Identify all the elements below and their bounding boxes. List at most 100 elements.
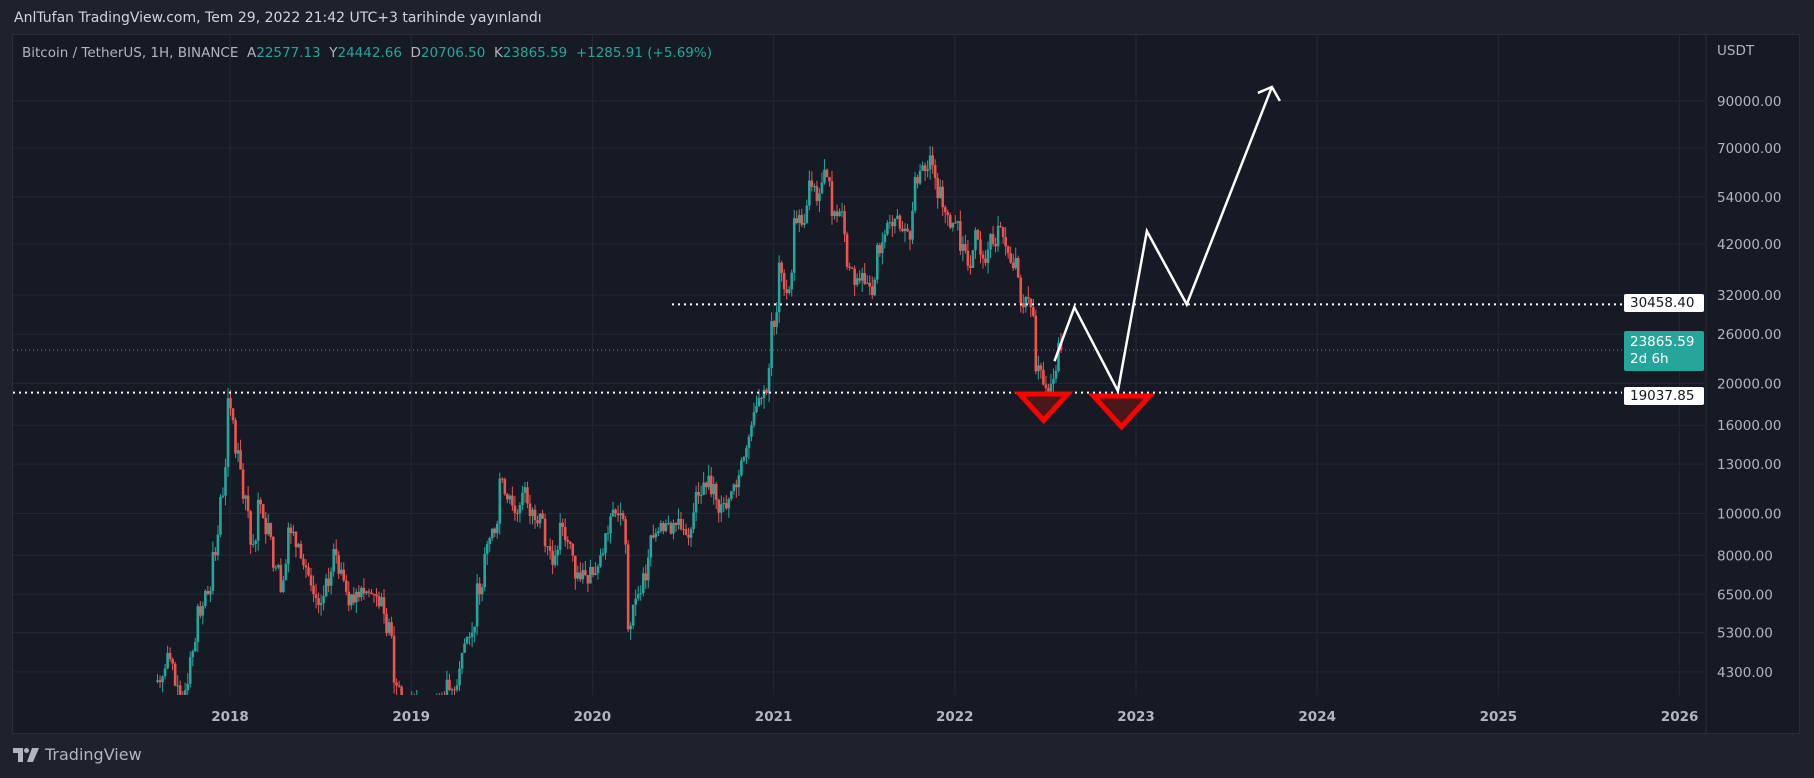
- candle-body: [719, 504, 723, 513]
- candle-body: [546, 546, 549, 548]
- candle-body: [576, 572, 580, 579]
- candle-body: [853, 268, 856, 285]
- open-value: 22577.13: [256, 45, 321, 61]
- symbol-legend: Bitcoin / TetherUS, 1H, BINANCE A22577.1…: [22, 45, 712, 61]
- candle-body: [652, 535, 655, 538]
- candle-body: [294, 531, 298, 548]
- candle-body: [1039, 365, 1043, 370]
- candle-body: [206, 590, 210, 595]
- candle-body: [649, 535, 653, 558]
- candle-body: [810, 180, 814, 187]
- candle-body: [322, 596, 325, 604]
- candle-body: [314, 594, 318, 599]
- candle-body: [436, 703, 439, 705]
- candle-body: [161, 676, 164, 683]
- candle-body: [712, 483, 716, 495]
- candle-body: [470, 632, 474, 638]
- candle-body: [259, 499, 263, 505]
- close-value: 23865.59: [502, 45, 568, 61]
- candle-body: [601, 553, 605, 556]
- candle-body: [838, 211, 841, 217]
- price-tick-label: 16000.00: [1717, 418, 1781, 434]
- candle-body: [385, 613, 388, 634]
- candle-body: [943, 207, 947, 213]
- candle-body: [380, 597, 383, 607]
- candle-body: [584, 570, 587, 576]
- candle-body: [760, 397, 763, 399]
- chart-panel[interactable]: [12, 34, 1800, 734]
- candle-body: [641, 573, 645, 594]
- candle-body: [636, 594, 640, 599]
- candle-body: [261, 504, 265, 518]
- down-triangle-marker: [1013, 391, 1074, 425]
- candle-body: [770, 321, 773, 369]
- candle-body: [896, 215, 899, 219]
- candle-body: [717, 499, 721, 513]
- candle-body: [964, 244, 967, 251]
- publish-info: AnlTufan TradingView.com, Tem 29, 2022 2…: [14, 10, 542, 26]
- candle-body: [249, 511, 252, 545]
- candle-body: [865, 282, 869, 284]
- candle-body: [516, 513, 519, 515]
- candle-body: [287, 527, 290, 564]
- candle-body: [357, 591, 361, 598]
- candle-body: [621, 513, 625, 520]
- candle-body: [239, 450, 242, 470]
- high-value: 24442.66: [337, 45, 402, 61]
- time-tick-label: 2021: [755, 709, 793, 725]
- candle-body: [337, 555, 341, 574]
- candle-body: [526, 487, 529, 504]
- candle-body: [659, 523, 663, 532]
- candle-body: [657, 531, 660, 534]
- candle-body: [624, 519, 627, 545]
- tradingview-logo[interactable]: TradingView: [13, 745, 142, 764]
- candle-body: [795, 218, 799, 223]
- candle-body: [332, 549, 335, 572]
- candle-body: [1042, 369, 1045, 385]
- candle-body: [473, 626, 476, 633]
- candle-body: [609, 516, 612, 534]
- candle-body: [689, 529, 693, 538]
- candle-body: [823, 169, 826, 183]
- candle-body: [431, 706, 434, 713]
- candle-body: [820, 182, 824, 194]
- change-value: +1285.91 (+5.69%): [575, 45, 712, 61]
- price-tick-label: 54000.00: [1717, 190, 1781, 206]
- candle-body: [506, 494, 509, 500]
- candle-body: [171, 659, 174, 664]
- candle-body: [450, 689, 454, 691]
- candle-body: [563, 527, 567, 541]
- candle-body: [755, 406, 758, 413]
- current-price: 23865.59: [1630, 334, 1695, 351]
- candle-body: [707, 475, 710, 488]
- candle-body: [911, 210, 914, 240]
- candle-body: [362, 587, 366, 594]
- candle-body: [360, 587, 363, 598]
- candle-body: [886, 222, 889, 235]
- candle-body: [906, 228, 909, 232]
- candle-body: [845, 234, 849, 267]
- price-tick-label: 13000.00: [1717, 457, 1781, 473]
- candle-body: [961, 244, 965, 251]
- candle-body: [193, 641, 197, 652]
- tradingview-logo-icon: [13, 747, 39, 762]
- candle-body: [196, 606, 200, 642]
- close-label: K: [493, 45, 503, 61]
- candle-body: [581, 570, 585, 580]
- candle-body: [365, 591, 368, 594]
- candle-body: [631, 604, 635, 626]
- candle-body: [981, 254, 985, 259]
- candle-body: [780, 262, 783, 273]
- candle-body: [619, 513, 622, 516]
- candle-body: [214, 552, 217, 556]
- candle-body: [933, 164, 937, 179]
- candle-body: [488, 538, 492, 544]
- candle-body: [898, 215, 902, 229]
- candle-body: [521, 492, 524, 506]
- candle-body: [375, 594, 378, 597]
- candle-body: [455, 685, 459, 690]
- candle-body: [324, 578, 328, 597]
- time-tick-label: 2019: [392, 709, 430, 725]
- candle-body: [279, 565, 283, 592]
